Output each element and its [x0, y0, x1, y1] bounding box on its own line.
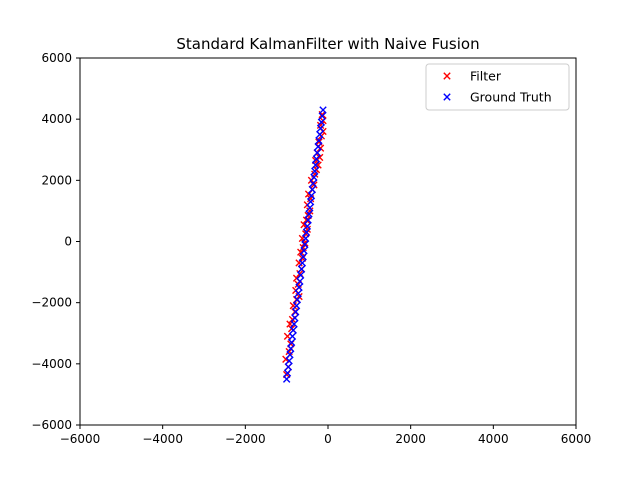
ground-truth-point — [301, 240, 309, 249]
ground-truth-point — [303, 222, 312, 230]
ground-truth-point — [302, 228, 311, 237]
y-tick-label: 2000 — [41, 173, 72, 187]
ground-truth-point — [295, 283, 303, 292]
legend-label: Filter — [470, 69, 502, 84]
ground-truth-point — [287, 344, 295, 353]
ground-truth-point — [297, 271, 305, 279]
filter-point — [289, 302, 297, 310]
x-tick-label: 0 — [324, 432, 332, 446]
ground-truth-point — [287, 338, 296, 347]
y-tick-label: 4000 — [41, 112, 72, 126]
ground-truth-point — [306, 198, 315, 206]
y-tick-label: −2000 — [31, 296, 72, 310]
ground-truth-point — [292, 308, 300, 316]
legend: Filter Ground Truth — [425, 63, 570, 111]
ground-truth-point — [313, 149, 321, 157]
ground-truth-point — [311, 167, 319, 175]
x-tick-label: 2000 — [395, 432, 426, 446]
filter-point — [302, 216, 311, 224]
ground-truth-point — [311, 161, 320, 169]
ground-truth-point — [289, 326, 297, 334]
ground-truth-point — [286, 350, 294, 359]
x-tick-label: 4000 — [478, 432, 509, 446]
ground-truth-point — [315, 136, 323, 145]
legend-label: Ground Truth — [470, 90, 552, 105]
ground-truth-point — [293, 295, 302, 304]
ground-truth-point — [308, 185, 316, 194]
ground-truth-point — [310, 173, 318, 181]
ground-truth-point — [316, 130, 324, 139]
legend-marker — [443, 72, 451, 80]
ground-truth-point — [318, 112, 326, 120]
filter-point — [314, 161, 322, 169]
x-tick-label: −2000 — [225, 432, 266, 446]
y-tick-label: −6000 — [31, 418, 72, 432]
x-tick-label: −6000 — [60, 432, 101, 446]
x-axis: −6000 −4000 −2000 0 2000 4000 6000 — [60, 425, 592, 446]
ground-truth-point — [298, 259, 307, 267]
legend-box — [425, 63, 570, 111]
legend-marker — [443, 93, 451, 101]
ground-truth-point — [317, 118, 326, 126]
ground-truth-point — [305, 210, 313, 218]
x-tick-label: −4000 — [142, 432, 183, 446]
ground-truth-point — [306, 204, 314, 212]
ground-truth-point — [299, 253, 307, 261]
y-tick-label: 6000 — [41, 51, 72, 65]
y-tick-label: −4000 — [31, 357, 72, 371]
ground-truth-point — [319, 106, 327, 114]
ground-truth-point — [284, 363, 293, 371]
ground-truth-point — [312, 155, 321, 163]
data-points — [282, 106, 327, 383]
x-tick-label: 6000 — [561, 432, 592, 446]
plot-area-frame — [79, 57, 577, 426]
y-tick-label: 0 — [64, 235, 72, 249]
chart-title: Standard KalmanFilter with Naive Fusion — [176, 35, 479, 53]
ground-truth-point — [292, 302, 301, 310]
ground-truth-point — [301, 234, 310, 243]
ground-truth-point — [290, 320, 298, 328]
series-ground-truth — [282, 106, 327, 383]
ground-truth-point — [283, 369, 292, 377]
ground-truth-point — [288, 332, 297, 341]
y-axis: −6000 −4000 −2000 0 2000 4000 6000 — [31, 51, 80, 432]
ground-truth-point — [307, 191, 316, 200]
ground-truth-point — [285, 357, 293, 365]
ground-truth-point — [291, 314, 299, 322]
ground-truth-point — [300, 246, 308, 255]
ground-truth-point — [297, 265, 306, 273]
ground-truth-point — [296, 277, 304, 285]
ground-truth-point — [316, 124, 325, 133]
ground-truth-point — [309, 179, 317, 188]
ground-truth-point — [314, 142, 322, 151]
ground-truth-point — [304, 216, 312, 224]
ground-truth-point — [294, 289, 302, 298]
ground-truth-point — [282, 375, 291, 383]
